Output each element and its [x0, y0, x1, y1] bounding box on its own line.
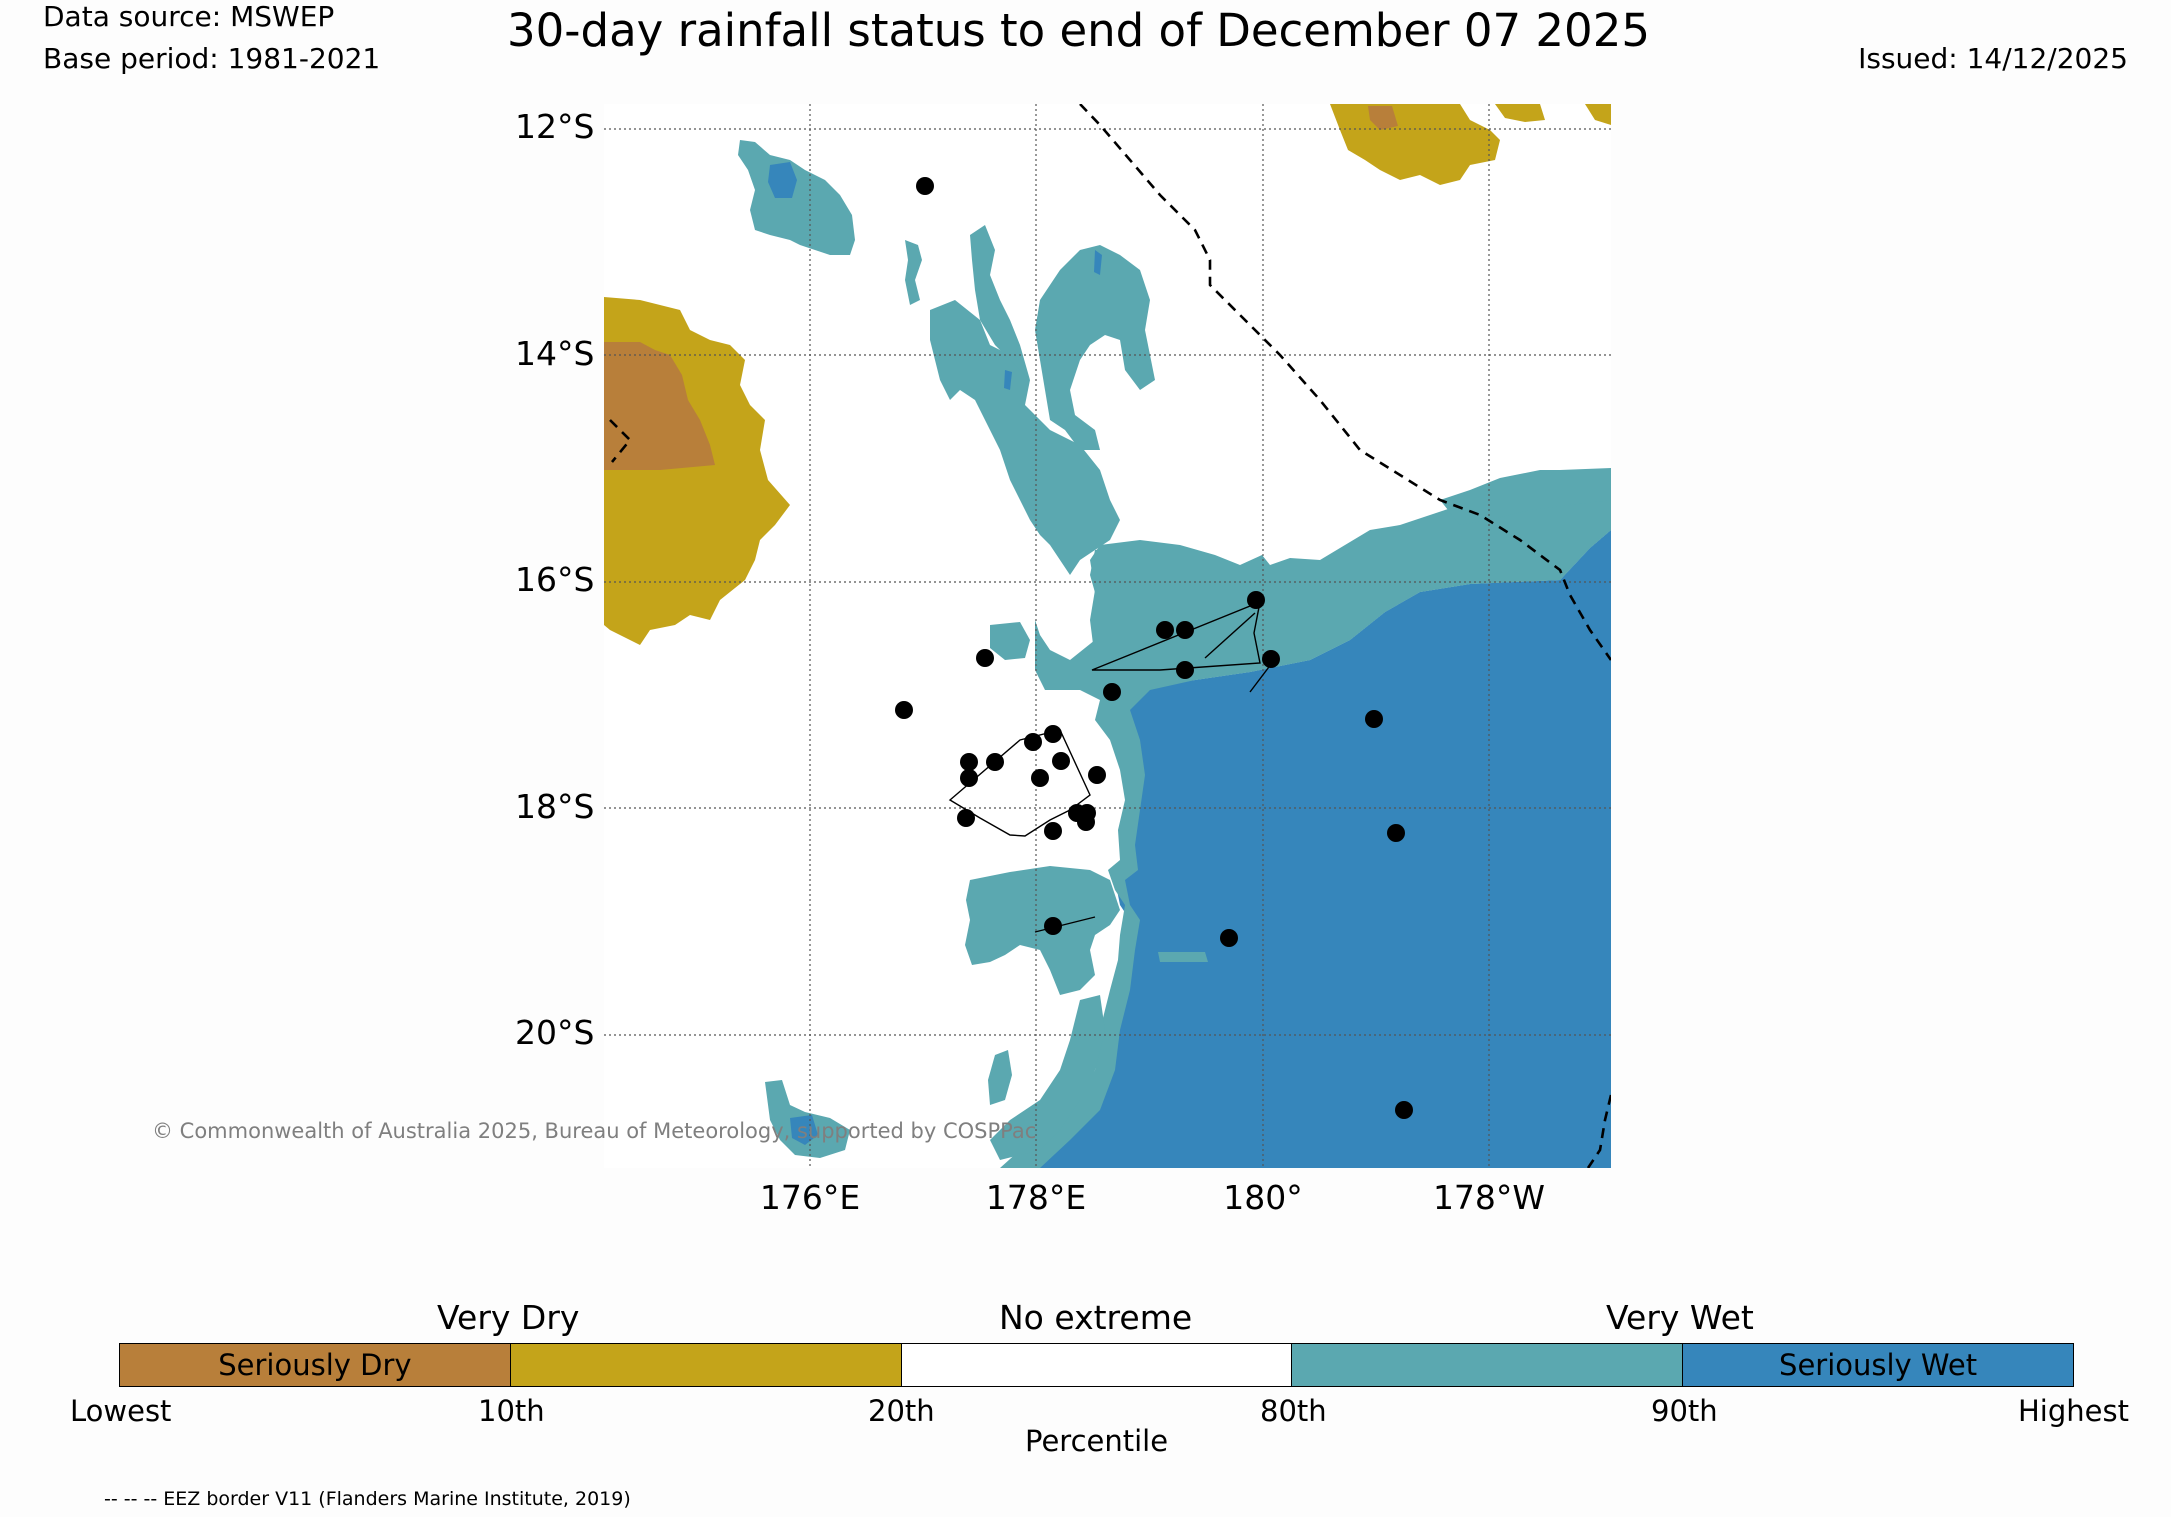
station-dot — [976, 649, 994, 667]
station-dot — [1031, 769, 1049, 787]
legend-seg-very-wet — [1292, 1344, 1684, 1386]
station-dot — [1044, 725, 1062, 743]
issued-date: Issued: 14/12/2025 — [1858, 42, 2128, 75]
legend-group-very-wet: Very Wet — [1606, 1298, 1754, 1337]
very-wet-nw-patch — [738, 140, 855, 255]
station-dot — [986, 753, 1004, 771]
lat-label: 20°S — [515, 1013, 594, 1052]
legend-seg-seriously-wet: Seriously Wet — [1683, 1344, 2073, 1386]
station-dot — [960, 753, 978, 771]
legend-seg-label: Seriously Wet — [1779, 1348, 1978, 1382]
percentile-20th: 20th — [868, 1394, 935, 1428]
base-period-text: Base period: 1981-2021 — [43, 42, 381, 75]
seriously-wet-nw-dot — [768, 162, 797, 198]
very-wet-east-band — [1090, 468, 1611, 700]
station-dot — [1044, 917, 1062, 935]
station-dot — [1044, 822, 1062, 840]
percentile-90th: 90th — [1651, 1394, 1718, 1428]
lat-label: 16°S — [515, 560, 594, 599]
station-dot — [1052, 752, 1070, 770]
station-dot — [1024, 733, 1042, 751]
seriously-wet-region — [1020, 530, 1611, 1168]
very-wet-bar — [1158, 952, 1208, 962]
legend-seg-label: Seriously Dry — [218, 1348, 412, 1382]
seriously-dry-west-land — [604, 342, 715, 470]
station-dot — [1088, 766, 1106, 784]
legend-seg-seriously-dry: Seriously Dry — [120, 1344, 511, 1386]
page-title: 30-day rainfall status to end of Decembe… — [507, 4, 1650, 57]
lon-label: 178°E — [986, 1178, 1086, 1217]
very-wet-channel — [970, 225, 1030, 380]
map-area — [604, 104, 1611, 1168]
station-dot — [957, 809, 975, 827]
percentile-highest: Highest — [2018, 1394, 2129, 1428]
very-wet-south-islet — [988, 1050, 1012, 1105]
very-dry-ne-land — [1330, 104, 1500, 185]
very-wet-islet-1 — [905, 240, 922, 305]
legend-group-no-extreme: No extreme — [999, 1298, 1193, 1337]
station-dot — [960, 769, 978, 787]
legend-seg-very-dry — [510, 1344, 902, 1386]
very-wet-central — [930, 300, 1120, 575]
station-dot — [1176, 621, 1194, 639]
very-wet-south-strip — [990, 995, 1105, 1160]
station-dot — [1365, 710, 1383, 728]
station-dot — [1395, 1101, 1413, 1119]
station-dot — [1262, 650, 1280, 668]
lon-label: 176°E — [760, 1178, 860, 1217]
legend-group-very-dry: Very Dry — [437, 1298, 580, 1337]
station-dot — [1156, 621, 1174, 639]
percentile-80th: 80th — [1260, 1394, 1327, 1428]
copyright-notice: © Commonwealth of Australia 2025, Bureau… — [152, 1119, 1037, 1143]
station-markers — [895, 177, 1413, 1119]
seriously-dry-ne-land — [1368, 106, 1398, 130]
very-wet-east-cap — [1440, 470, 1611, 525]
seriously-wet-speck-1 — [1094, 250, 1102, 275]
station-dot — [1103, 683, 1121, 701]
station-dot — [1220, 929, 1238, 947]
very-wet-islet-west — [990, 622, 1030, 660]
seriously-wet-far-sw — [790, 1115, 818, 1145]
graticule — [604, 104, 1611, 1168]
percentile-10th: 10th — [478, 1394, 545, 1428]
station-dot — [1176, 661, 1194, 679]
percentile-lowest: Lowest — [70, 1394, 172, 1428]
lat-label: 18°S — [515, 787, 594, 826]
lon-label: 178°W — [1433, 1178, 1545, 1217]
lat-label: 12°S — [515, 107, 594, 146]
station-dot — [1247, 591, 1265, 609]
very-dry-ne-corner — [1495, 104, 1545, 122]
station-dot — [916, 177, 934, 195]
legend-colorbar: Seriously Dry Seriously Wet — [119, 1343, 2074, 1387]
data-source-text: Data source: MSWEP — [43, 0, 335, 33]
station-dot — [895, 701, 913, 719]
seriously-wet-speck-2 — [1004, 370, 1012, 390]
longitude-labels: 176°E 178°E 180° 178°W — [760, 1178, 1545, 1217]
eez-border — [609, 104, 1611, 1168]
station-dot — [1387, 824, 1405, 842]
very-wet-north-arm — [1035, 245, 1155, 450]
lat-label: 14°S — [515, 334, 594, 373]
percentile-axis-label: Percentile — [1025, 1424, 1169, 1458]
very-dry-ne-edge — [1585, 104, 1611, 125]
lon-label: 180° — [1223, 1178, 1303, 1217]
eez-footnote: -- -- -- EEZ border V11 (Flanders Marine… — [104, 1488, 631, 1510]
legend-seg-no-extreme — [901, 1344, 1293, 1386]
station-dot — [1077, 813, 1095, 831]
latitude-labels: 12°S 14°S 16°S 18°S 20°S — [515, 107, 594, 1052]
